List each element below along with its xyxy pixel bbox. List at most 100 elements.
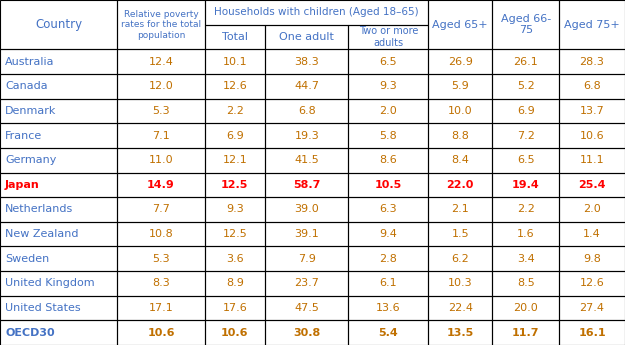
Bar <box>492 296 559 321</box>
Bar <box>0 271 118 296</box>
Bar <box>559 321 625 345</box>
Bar <box>428 0 493 49</box>
Bar <box>118 99 204 123</box>
Text: 8.5: 8.5 <box>517 278 534 288</box>
Bar <box>428 172 493 197</box>
Bar <box>0 49 118 74</box>
Text: 5.9: 5.9 <box>451 81 469 91</box>
Bar <box>559 222 625 246</box>
Bar <box>265 296 349 321</box>
Text: 7.2: 7.2 <box>517 130 535 140</box>
Text: 12.6: 12.6 <box>222 81 248 91</box>
Bar <box>265 296 349 321</box>
Bar <box>0 197 118 222</box>
Text: 6.2: 6.2 <box>451 254 469 264</box>
Bar <box>118 271 204 296</box>
Bar <box>349 74 428 99</box>
Text: 5.2: 5.2 <box>517 81 534 91</box>
Bar <box>349 74 428 99</box>
Text: 2.8: 2.8 <box>379 254 398 264</box>
Bar <box>0 246 118 271</box>
Bar <box>428 197 493 222</box>
Text: Relative poverty
rates for the total
population: Relative poverty rates for the total pop… <box>121 10 201 40</box>
Bar <box>0 0 118 49</box>
Bar <box>492 74 559 99</box>
Bar <box>559 148 625 172</box>
Bar <box>265 24 349 49</box>
Text: Two or more
adults: Two or more adults <box>359 26 418 48</box>
Bar <box>204 0 428 24</box>
Bar <box>428 246 493 271</box>
Bar <box>492 99 559 123</box>
Text: 12.6: 12.6 <box>579 278 604 288</box>
Text: 20.0: 20.0 <box>513 303 538 313</box>
Bar <box>349 148 428 172</box>
Text: 23.7: 23.7 <box>294 278 319 288</box>
Bar <box>559 296 625 321</box>
Text: Aged 66-
75: Aged 66- 75 <box>501 14 551 36</box>
Bar <box>349 296 428 321</box>
Bar <box>349 123 428 148</box>
Text: 26.1: 26.1 <box>513 57 538 67</box>
Bar <box>204 321 265 345</box>
Text: 5.3: 5.3 <box>152 106 170 116</box>
Bar <box>0 74 118 99</box>
Text: 58.7: 58.7 <box>293 180 321 190</box>
Text: 2.1: 2.1 <box>451 205 469 215</box>
Bar <box>349 271 428 296</box>
Bar <box>559 271 625 296</box>
Bar <box>265 24 349 49</box>
Bar <box>118 148 204 172</box>
Bar <box>492 222 559 246</box>
Bar <box>349 222 428 246</box>
Bar <box>265 123 349 148</box>
Bar <box>559 197 625 222</box>
Text: 6.9: 6.9 <box>226 130 244 140</box>
Text: 8.8: 8.8 <box>451 130 469 140</box>
Text: 6.8: 6.8 <box>583 81 601 91</box>
Bar <box>349 99 428 123</box>
Bar <box>118 321 204 345</box>
Bar <box>204 0 428 24</box>
Bar <box>428 271 493 296</box>
Text: OECD30: OECD30 <box>5 328 54 338</box>
Bar <box>118 246 204 271</box>
Text: Germany: Germany <box>5 155 56 165</box>
Text: 26.9: 26.9 <box>448 57 472 67</box>
Bar <box>559 123 625 148</box>
Bar <box>349 321 428 345</box>
Bar <box>349 246 428 271</box>
Bar <box>428 74 493 99</box>
Text: 25.4: 25.4 <box>578 180 606 190</box>
Bar <box>428 148 493 172</box>
Text: 39.1: 39.1 <box>294 229 319 239</box>
Bar <box>0 246 118 271</box>
Bar <box>428 222 493 246</box>
Text: 16.1: 16.1 <box>578 328 606 338</box>
Bar <box>118 49 204 74</box>
Bar <box>118 74 204 99</box>
Bar <box>265 197 349 222</box>
Bar <box>0 197 118 222</box>
Text: 1.4: 1.4 <box>583 229 601 239</box>
Text: 11.7: 11.7 <box>512 328 539 338</box>
Bar <box>204 246 265 271</box>
Bar <box>0 321 118 345</box>
Bar <box>0 222 118 246</box>
Bar <box>349 246 428 271</box>
Bar <box>265 99 349 123</box>
Text: 7.1: 7.1 <box>152 130 170 140</box>
Bar <box>349 49 428 74</box>
Bar <box>559 271 625 296</box>
Text: 1.5: 1.5 <box>451 229 469 239</box>
Text: 10.8: 10.8 <box>149 229 173 239</box>
Bar <box>204 49 265 74</box>
Bar <box>118 74 204 99</box>
Bar <box>0 148 118 172</box>
Bar <box>559 74 625 99</box>
Text: United States: United States <box>5 303 81 313</box>
Bar <box>0 172 118 197</box>
Bar <box>492 271 559 296</box>
Text: Australia: Australia <box>5 57 54 67</box>
Bar <box>204 172 265 197</box>
